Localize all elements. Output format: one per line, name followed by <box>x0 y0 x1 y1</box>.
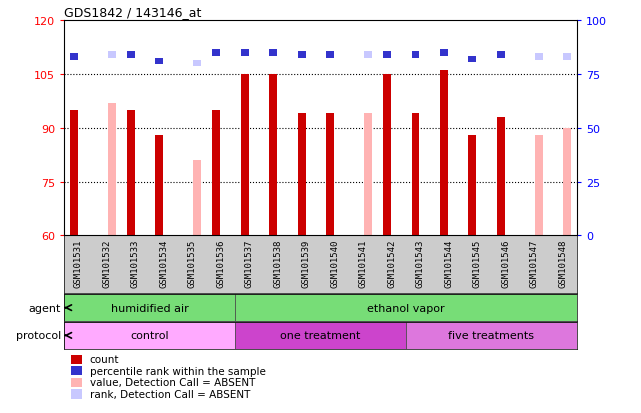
Text: GSM101548: GSM101548 <box>558 239 567 287</box>
Text: one treatment: one treatment <box>280 330 361 341</box>
Bar <box>240 50 249 57</box>
Bar <box>70 111 78 236</box>
Text: GSM101533: GSM101533 <box>131 239 140 287</box>
Text: GSM101544: GSM101544 <box>444 239 453 287</box>
Bar <box>406 322 577 349</box>
Text: ethanol vapor: ethanol vapor <box>367 303 445 313</box>
Bar <box>412 52 419 59</box>
Text: GSM101535: GSM101535 <box>188 239 197 287</box>
Bar <box>412 114 419 236</box>
Text: GSM101545: GSM101545 <box>472 239 481 287</box>
Text: value, Detection Call = ABSENT: value, Detection Call = ABSENT <box>90 377 255 387</box>
Bar <box>70 55 78 61</box>
Bar <box>326 114 334 236</box>
Text: GSM101547: GSM101547 <box>529 239 538 287</box>
Bar <box>469 135 476 236</box>
Text: GSM101543: GSM101543 <box>416 239 425 287</box>
Bar <box>64 322 235 349</box>
Bar <box>193 161 201 236</box>
Text: GSM101536: GSM101536 <box>216 239 225 287</box>
Bar <box>235 322 406 349</box>
Bar <box>535 135 543 236</box>
Bar <box>155 59 163 65</box>
Text: GSM101534: GSM101534 <box>160 239 169 287</box>
Text: five treatments: five treatments <box>449 330 535 341</box>
Text: GSM101540: GSM101540 <box>330 239 339 287</box>
Bar <box>127 52 135 59</box>
Bar <box>212 111 220 236</box>
Text: agent: agent <box>28 303 61 313</box>
Bar <box>326 52 334 59</box>
Text: GSM101541: GSM101541 <box>359 239 368 287</box>
Bar <box>297 52 306 59</box>
Bar <box>364 114 372 236</box>
Bar <box>240 75 249 236</box>
Bar <box>535 55 543 61</box>
Text: GSM101531: GSM101531 <box>74 239 83 287</box>
Bar <box>193 61 201 67</box>
Text: humidified air: humidified air <box>111 303 188 313</box>
Bar <box>563 128 571 236</box>
Bar <box>297 114 306 236</box>
Text: GDS1842 / 143146_at: GDS1842 / 143146_at <box>64 5 201 19</box>
Bar <box>108 103 115 236</box>
Bar <box>440 71 448 236</box>
Bar <box>155 135 163 236</box>
Bar <box>383 52 391 59</box>
Bar <box>440 50 448 57</box>
Bar <box>64 294 235 321</box>
Bar <box>269 50 277 57</box>
Bar <box>469 57 476 63</box>
Text: percentile rank within the sample: percentile rank within the sample <box>90 366 265 376</box>
Text: protocol: protocol <box>15 330 61 341</box>
Text: GSM101542: GSM101542 <box>387 239 396 287</box>
Text: GSM101532: GSM101532 <box>103 239 112 287</box>
Text: GSM101539: GSM101539 <box>302 239 311 287</box>
Bar <box>108 52 115 59</box>
Text: GSM101538: GSM101538 <box>273 239 282 287</box>
Bar <box>212 50 220 57</box>
Bar <box>383 75 391 236</box>
Bar <box>497 118 505 236</box>
Bar <box>364 52 372 59</box>
Bar <box>497 52 505 59</box>
Text: rank, Detection Call = ABSENT: rank, Detection Call = ABSENT <box>90 389 250 399</box>
Bar <box>563 55 571 61</box>
Bar <box>269 75 277 236</box>
Text: GSM101546: GSM101546 <box>501 239 510 287</box>
Bar <box>235 294 577 321</box>
Text: control: control <box>130 330 169 341</box>
Text: GSM101537: GSM101537 <box>245 239 254 287</box>
Bar <box>127 111 135 236</box>
Text: count: count <box>90 354 119 364</box>
